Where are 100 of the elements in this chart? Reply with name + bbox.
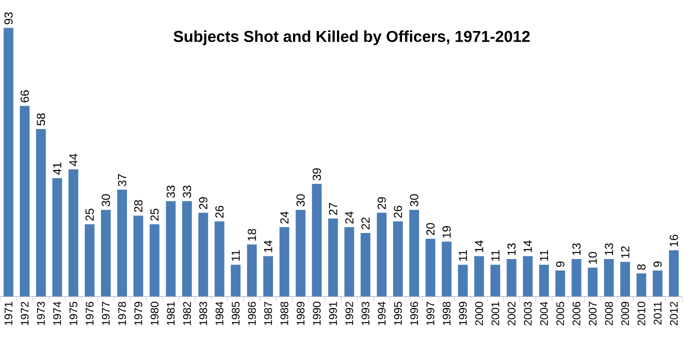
bar	[572, 258, 582, 296]
x-tick-label: 1979	[134, 302, 142, 325]
data-label: 93	[4, 12, 13, 24]
bar	[230, 264, 241, 296]
bar	[133, 215, 144, 296]
bar	[393, 221, 403, 296]
data-label: 11	[491, 250, 500, 261]
chart-title: Subjects Shot and Killed by Officers, 1971-2012	[174, 30, 530, 46]
data-label: 41	[53, 162, 62, 175]
x-tick-label: 1999	[458, 302, 467, 325]
data-label: 33	[166, 185, 175, 198]
bar	[214, 221, 224, 296]
bar	[442, 241, 452, 296]
x-tick-label: 2007	[588, 302, 597, 326]
data-label: 25	[85, 208, 94, 221]
bar	[100, 210, 111, 296]
x-tick-label: 1996	[410, 302, 418, 325]
bar	[636, 273, 646, 296]
x-tick-label: 1983	[199, 302, 208, 325]
x-tick-label: 1998	[442, 302, 451, 325]
x-tick-label: 2011	[654, 302, 662, 324]
x-tick-label: 1993	[362, 302, 370, 325]
bar	[344, 227, 354, 296]
x-tick-label: 2009	[621, 302, 630, 326]
data-label: 16	[670, 234, 678, 246]
bar	[150, 224, 160, 296]
data-label: 18	[248, 228, 256, 240]
data-label: 29	[199, 197, 208, 209]
data-label: 9	[653, 261, 662, 267]
x-tick-label: 1990	[312, 302, 321, 325]
bar	[458, 264, 468, 296]
data-label: 33	[182, 185, 192, 198]
x-tick-label: 2010	[637, 302, 646, 326]
x-tick-label: 2006	[572, 302, 580, 326]
data-label: 24	[280, 211, 288, 224]
x-tick-label: 1992	[345, 302, 354, 325]
bar	[522, 256, 533, 296]
x-tick-label: 2004	[540, 302, 548, 326]
data-label: 29	[378, 197, 386, 209]
x-tick-label: 1988	[280, 302, 288, 325]
x-tick-label: 1981	[166, 302, 175, 325]
data-label: 30	[296, 194, 305, 206]
bar	[4, 28, 14, 296]
bar	[426, 238, 436, 296]
data-label: 22	[361, 217, 370, 230]
x-tick-label: 1978	[118, 302, 126, 325]
data-label: 14	[264, 240, 272, 252]
bar	[490, 264, 500, 296]
x-tick-label: 2003	[524, 302, 532, 326]
bar	[360, 232, 370, 296]
data-label: 26	[215, 206, 224, 218]
bar	[555, 270, 566, 296]
bar	[296, 210, 306, 296]
data-label: 11	[458, 250, 467, 261]
data-label: 66	[20, 90, 29, 102]
bar	[506, 258, 516, 296]
bar	[263, 256, 273, 296]
data-label: 30	[102, 194, 110, 206]
data-label: 13	[507, 243, 516, 255]
bar	[376, 212, 387, 296]
x-tick-label: 1974	[53, 302, 62, 325]
x-tick-label: 1991	[329, 302, 337, 325]
data-label: 27	[328, 202, 338, 215]
data-label: 44	[69, 154, 78, 166]
bar	[68, 169, 78, 296]
bar	[409, 210, 420, 296]
data-label: 11	[232, 250, 240, 261]
x-tick-label: 2012	[670, 302, 678, 326]
data-label: 30	[410, 194, 418, 206]
bar	[312, 184, 322, 296]
bar	[539, 264, 549, 296]
x-tick-label: 1987	[264, 302, 272, 325]
data-label: 8	[637, 264, 646, 270]
data-label: 13	[572, 243, 581, 255]
x-tick-label: 1976	[86, 302, 94, 325]
x-tick-label: 1980	[150, 302, 158, 325]
data-label: 20	[426, 223, 435, 235]
x-tick-label: 1975	[70, 302, 78, 325]
data-label: 26	[394, 206, 402, 218]
x-tick-label: 1985	[232, 302, 240, 325]
x-tick-label: 2008	[605, 302, 613, 326]
x-tick-label: 1977	[102, 302, 110, 325]
data-label: 25	[150, 208, 159, 221]
bar	[84, 224, 94, 296]
bar	[247, 244, 257, 296]
x-tick-label: 1995	[394, 302, 402, 325]
bar	[604, 258, 614, 296]
bar	[652, 270, 662, 296]
x-tick-label: 2002	[508, 302, 516, 326]
x-tick-label: 2001	[491, 302, 500, 326]
x-tick-label: 1982	[183, 302, 191, 325]
bar	[36, 128, 46, 296]
bar	[588, 267, 598, 296]
data-label: 58	[36, 113, 46, 126]
data-label: 13	[604, 243, 614, 255]
x-tick-label: 1973	[37, 302, 45, 325]
x-tick-label: 2000	[475, 302, 483, 326]
data-label: 11	[540, 250, 548, 261]
bar	[52, 178, 62, 296]
bar	[182, 201, 192, 296]
